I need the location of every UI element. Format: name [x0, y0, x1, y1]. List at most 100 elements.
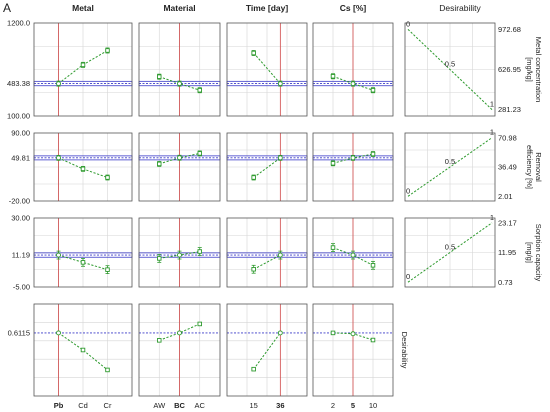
series-line [253, 157, 281, 178]
series-line [58, 332, 108, 371]
plot-frame [33, 132, 133, 202]
row-label-removal_efficiency: Removalefficiency [%] [525, 145, 543, 189]
plot-metal_concentration-time [226, 22, 308, 117]
x-tick-label: Cd [78, 401, 88, 410]
desirability-panel-sorption_capacity: 0 0.5 1 0.73 11.95 23.17 [404, 213, 517, 288]
desirability-line [407, 137, 493, 197]
column-header-material: Material [163, 3, 195, 13]
desirability-value-label: 1 [490, 100, 494, 109]
x-tick-label: 2 [331, 401, 335, 410]
plot-frame [312, 22, 394, 117]
data-point [350, 252, 356, 258]
row-label-line: [mg/kg] [525, 57, 534, 82]
desirability-level-label: 0.73 [498, 278, 513, 287]
plot-metal_concentration-material [138, 22, 221, 117]
data-point [197, 321, 202, 327]
column-headers: Metal Material Time [day] Cs [%] Desirabilit… [72, 3, 481, 13]
row-label-line: Metal concentration [534, 37, 543, 102]
plot-frame [312, 303, 394, 397]
plot-frame [226, 132, 308, 202]
y-tick-label: 483.38 [7, 79, 30, 88]
x-tick-label: 36 [276, 401, 284, 410]
plot-metal_concentration-cs [312, 22, 394, 117]
data-point [80, 260, 86, 265]
plot-sorption_capacity-cs [312, 217, 394, 288]
y-tick-label: 0.6115 [8, 329, 30, 338]
data-point [330, 74, 336, 79]
data-point [350, 155, 356, 161]
plot-frame [33, 22, 133, 117]
desirability-level-label: 281.23 [498, 105, 521, 114]
plot-frame [226, 22, 308, 117]
data-point [156, 256, 162, 261]
data-point [277, 81, 283, 87]
x-tick-label: 5 [351, 401, 355, 410]
plot-removal_efficiency-time [226, 132, 308, 202]
data-point [251, 267, 256, 272]
y-tick-label: 90.00 [11, 129, 30, 138]
column-header-metal: Metal [72, 3, 94, 13]
data-point [177, 81, 182, 87]
plot-sorption_capacity-material [138, 217, 221, 288]
desirability-value-label: 0 [406, 272, 410, 281]
panel-letter: A [3, 1, 11, 15]
desirability-panel-removal_efficiency: 0 0.5 1 2.01 36.49 70.98 [404, 128, 517, 202]
data-point [251, 366, 256, 372]
data-point [156, 161, 162, 167]
data-point [197, 249, 202, 254]
data-point [105, 367, 110, 373]
data-point [177, 252, 182, 258]
desirability-level-label: 11.95 [498, 248, 516, 257]
x-tick-label: AC [195, 401, 206, 410]
desirability-header: Desirability [439, 3, 481, 13]
data-point [80, 347, 86, 353]
desirability-panel-metal_concentration: 0 0.5 1 972.68 626.95 281.23 [404, 19, 521, 117]
data-point [330, 330, 336, 336]
desirability-level-label: 36.49 [498, 163, 517, 172]
series-line [58, 254, 108, 271]
desirability-value-label: 0.5 [445, 243, 455, 252]
plot-removal_efficiency-cs [312, 132, 394, 202]
desirability-value-label: 1 [490, 213, 494, 222]
data-point [370, 151, 376, 157]
data-point [177, 155, 182, 161]
row-label-text: Desirability [400, 332, 409, 369]
x-tick-label: 15 [249, 401, 257, 410]
data-point [330, 245, 336, 250]
row-label-text: Removalefficiency [%] [525, 145, 543, 189]
data-point [56, 155, 61, 161]
data-point [251, 175, 256, 180]
plot-desirability-cs [312, 303, 394, 397]
plot-metal_concentration-metal [33, 22, 133, 117]
data-point [350, 331, 356, 337]
data-point [177, 330, 182, 336]
plot-frame [226, 303, 308, 397]
row-label-line: Removal [534, 152, 543, 182]
data-point [370, 87, 376, 93]
plot-desirability-time [226, 303, 308, 397]
plot-frame [33, 217, 133, 288]
data-point [105, 267, 110, 272]
row-label-desirability: Desirability [400, 332, 409, 369]
x-tick-label: Cr [104, 401, 112, 410]
column-header-cs: Cs [%] [340, 3, 367, 13]
data-point [105, 48, 110, 53]
plot-frame [138, 132, 221, 202]
plot-sorption_capacity-metal [33, 217, 133, 288]
data-point [277, 330, 283, 336]
y-tick-label: 1200.0 [7, 19, 30, 28]
row-label-text: Sorption capacity[mg/g] [525, 224, 543, 282]
desirability-level-label: 70.98 [498, 133, 517, 142]
desirability-level-label: 626.95 [498, 65, 521, 74]
desirability-level-label: 23.17 [498, 218, 517, 227]
x-tick-label: Pb [54, 401, 64, 410]
data-point [277, 252, 283, 258]
y-tick-label: 100.00 [7, 112, 30, 121]
plot-removal_efficiency-metal [33, 132, 133, 202]
data-point [105, 175, 110, 180]
data-point [350, 81, 356, 87]
desirability-frame [404, 132, 496, 202]
series-line [159, 76, 200, 91]
data-point [330, 161, 336, 166]
plot-frame [33, 303, 133, 397]
